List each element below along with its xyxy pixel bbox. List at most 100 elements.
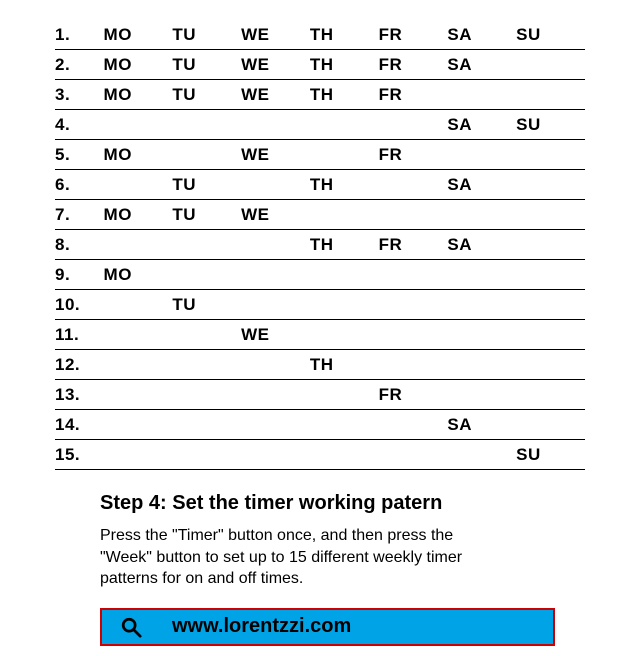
day-cell-th (310, 410, 379, 440)
table-row: 11.WE (55, 320, 585, 350)
day-cell-su (516, 380, 585, 410)
table-row: 9.MO (55, 260, 585, 290)
day-cell-fr (379, 410, 448, 440)
day-cell-fr: FR (379, 50, 448, 80)
day-cell-th (310, 110, 379, 140)
day-cell-mo: MO (104, 80, 173, 110)
day-cell-sa (447, 440, 516, 470)
day-cell-mo: MO (104, 200, 173, 230)
day-cell-mo (104, 350, 173, 380)
day-cell-we (241, 230, 310, 260)
day-cell-th (310, 200, 379, 230)
row-index: 8. (55, 230, 104, 260)
day-cell-th (310, 320, 379, 350)
step-section: Step 4: Set the timer working patern Pre… (55, 492, 585, 590)
table-row: 15.SU (55, 440, 585, 470)
day-cell-sa (447, 290, 516, 320)
day-cell-we: WE (241, 140, 310, 170)
day-cell-sa: SA (447, 110, 516, 140)
table-row: 8.THFRSA (55, 230, 585, 260)
day-cell-we (241, 260, 310, 290)
day-cell-tu (172, 140, 241, 170)
day-cell-fr (379, 350, 448, 380)
day-cell-tu (172, 440, 241, 470)
day-cell-fr (379, 110, 448, 140)
day-cell-mo (104, 440, 173, 470)
day-cell-tu: TU (172, 50, 241, 80)
day-cell-fr: FR (379, 20, 448, 50)
table-row: 6.TUTHSA (55, 170, 585, 200)
pattern-table: 1.MOTUWETHFRSASU2.MOTUWETHFRSA3.MOTUWETH… (55, 20, 585, 470)
day-cell-tu: TU (172, 20, 241, 50)
day-cell-sa (447, 200, 516, 230)
day-cell-th (310, 290, 379, 320)
day-cell-we (241, 290, 310, 320)
day-cell-we (241, 170, 310, 200)
day-cell-sa (447, 350, 516, 380)
day-cell-su (516, 140, 585, 170)
day-cell-th: TH (310, 50, 379, 80)
day-cell-tu (172, 380, 241, 410)
search-icon (120, 616, 142, 638)
day-cell-mo (104, 320, 173, 350)
day-cell-we: WE (241, 80, 310, 110)
day-cell-su (516, 410, 585, 440)
table-row: 10.TU (55, 290, 585, 320)
row-index: 10. (55, 290, 104, 320)
table-row: 5.MOWEFR (55, 140, 585, 170)
table-row: 12.TH (55, 350, 585, 380)
day-cell-fr (379, 320, 448, 350)
day-cell-we: WE (241, 200, 310, 230)
table-row: 14.SA (55, 410, 585, 440)
row-index: 14. (55, 410, 104, 440)
day-cell-th: TH (310, 230, 379, 260)
day-cell-th: TH (310, 170, 379, 200)
day-cell-sa (447, 260, 516, 290)
day-cell-we: WE (241, 50, 310, 80)
row-index: 1. (55, 20, 104, 50)
table-row: 2.MOTUWETHFRSA (55, 50, 585, 80)
table-row: 4.SASU (55, 110, 585, 140)
day-cell-tu: TU (172, 200, 241, 230)
day-cell-mo: MO (104, 140, 173, 170)
day-cell-we (241, 440, 310, 470)
day-cell-mo (104, 230, 173, 260)
day-cell-mo (104, 170, 173, 200)
day-cell-fr: FR (379, 80, 448, 110)
row-index: 11. (55, 320, 104, 350)
day-cell-su (516, 80, 585, 110)
table-row: 13.FR (55, 380, 585, 410)
row-index: 12. (55, 350, 104, 380)
day-cell-th (310, 140, 379, 170)
table-row: 1.MOTUWETHFRSASU (55, 20, 585, 50)
website-banner: www.lorentzzi.com (100, 608, 555, 646)
row-index: 9. (55, 260, 104, 290)
row-index: 13. (55, 380, 104, 410)
day-cell-fr (379, 290, 448, 320)
day-cell-sa: SA (447, 170, 516, 200)
day-cell-su: SU (516, 440, 585, 470)
day-cell-th: TH (310, 20, 379, 50)
day-cell-sa: SA (447, 50, 516, 80)
row-index: 5. (55, 140, 104, 170)
day-cell-tu (172, 230, 241, 260)
day-cell-mo (104, 380, 173, 410)
day-cell-sa (447, 80, 516, 110)
step-title: Step 4: Set the timer working patern (100, 492, 555, 515)
day-cell-su (516, 260, 585, 290)
banner-url: www.lorentzzi.com (172, 615, 351, 638)
table-row: 3.MOTUWETHFR (55, 80, 585, 110)
day-cell-su: SU (516, 110, 585, 140)
day-cell-su (516, 230, 585, 260)
day-cell-sa: SA (447, 20, 516, 50)
day-cell-we (241, 110, 310, 140)
day-cell-su (516, 170, 585, 200)
day-cell-tu (172, 410, 241, 440)
step-body: Press the "Timer" button once, and then … (100, 525, 470, 590)
day-cell-fr (379, 200, 448, 230)
table-row: 7.MOTUWE (55, 200, 585, 230)
day-cell-mo (104, 410, 173, 440)
day-cell-tu: TU (172, 80, 241, 110)
day-cell-sa: SA (447, 230, 516, 260)
day-cell-th: TH (310, 80, 379, 110)
